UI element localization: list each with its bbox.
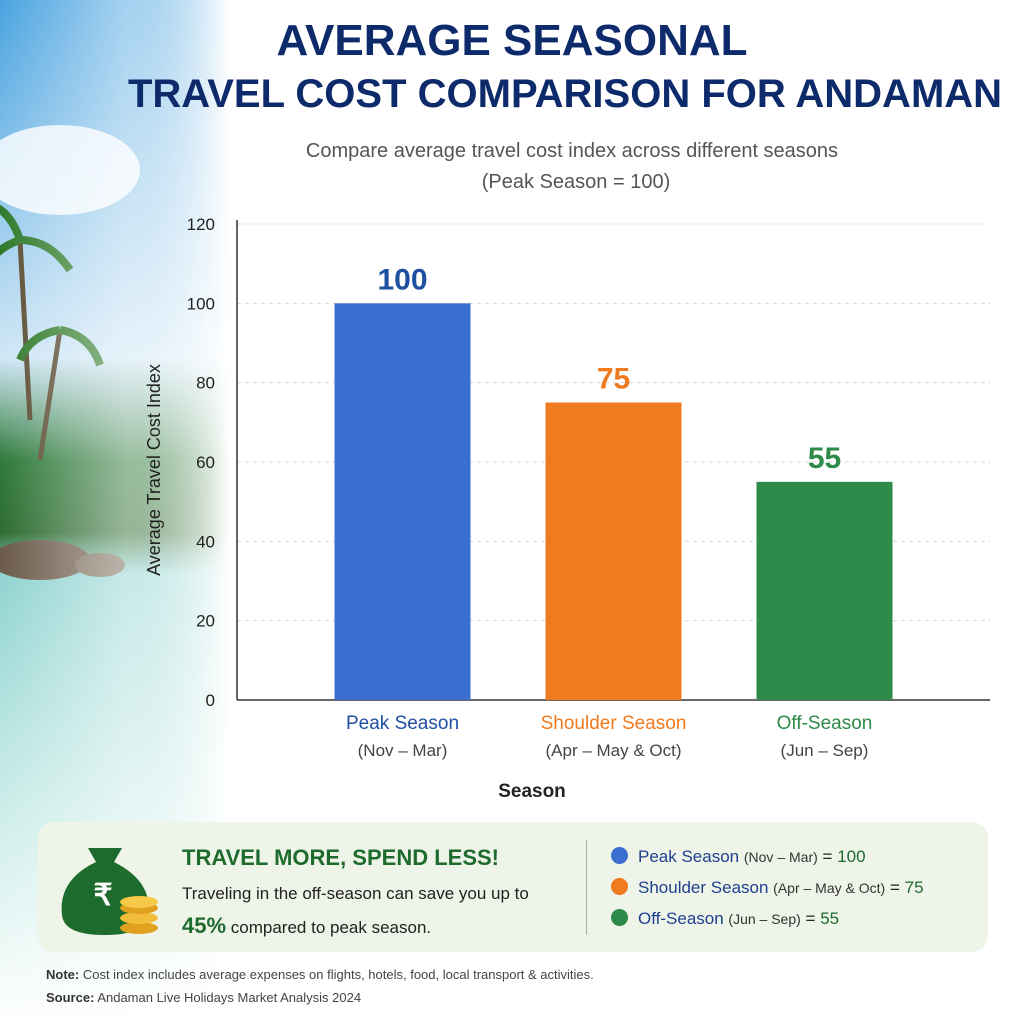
x-tick-label: Off-Season — [777, 713, 873, 734]
subtitle: Compare average travel cost index across… — [306, 140, 838, 162]
callout-line: compared to peak season. — [230, 918, 432, 937]
legend-separator: = — [822, 847, 833, 866]
legend-range: (Apr – May & Oct) — [773, 880, 886, 896]
legend-item: Off-Season (Jun – Sep) = 55 — [611, 909, 839, 929]
legend-item: Shoulder Season (Apr – May & Oct) = 75 — [611, 878, 924, 898]
source: Source: Andaman Live Holidays Market Ana… — [46, 990, 361, 1005]
subtitle: (Peak Season = 100) — [482, 171, 670, 193]
legend-separator: = — [805, 909, 816, 928]
x-tick-label: Shoulder Season — [541, 713, 687, 734]
y-tick-label: 80 — [196, 374, 215, 393]
callout-title: TRAVEL MORE, SPEND LESS! — [182, 845, 500, 870]
divider — [586, 840, 587, 935]
x-tick-sublabel: (Jun – Sep) — [781, 741, 869, 760]
legend-name: Peak Season — [638, 847, 740, 866]
note-text: Cost index includes average expenses on … — [82, 967, 594, 982]
note-label: Note: — [46, 967, 80, 982]
callout-text: Traveling in the off-season can save you… — [182, 878, 582, 944]
y-tick-label: 100 — [187, 294, 215, 313]
x-tick-sublabel: (Nov – Mar) — [358, 741, 448, 760]
callout-line: Traveling in the off-season can save you… — [182, 884, 529, 903]
y-tick-label: 60 — [196, 453, 215, 472]
x-tick-sublabel: (Apr – May & Oct) — [545, 741, 681, 760]
legend-swatch — [611, 878, 628, 895]
value-label: 100 — [377, 263, 427, 296]
legend-value: 55 — [820, 909, 840, 928]
y-tick-label: 120 — [187, 215, 215, 234]
y-tick-label: 20 — [196, 612, 215, 631]
x-axis-title: Season — [498, 781, 566, 802]
y-axis-title: Average Travel Cost Index — [144, 364, 164, 576]
bar — [756, 481, 893, 700]
y-tick-label: 40 — [196, 532, 215, 551]
legend-separator: = — [889, 878, 900, 897]
title: AVERAGE SEASONAL — [276, 16, 747, 65]
title: TRAVEL COST COMPARISON FOR ANDAMAN — [128, 72, 1002, 116]
legend-swatch — [611, 847, 628, 864]
legend-name: Shoulder Season — [638, 878, 769, 897]
bar — [545, 402, 682, 700]
legend-range: (Nov – Mar) — [743, 849, 818, 865]
legend-item: Peak Season (Nov – Mar) = 100 — [611, 847, 866, 867]
legend-swatch — [611, 909, 628, 926]
legend-value: 100 — [837, 847, 866, 866]
bar — [334, 303, 471, 700]
callout-box — [38, 822, 988, 952]
source-text: Andaman Live Holidays Market Analysis 20… — [97, 990, 362, 1005]
legend-range: (Jun – Sep) — [728, 911, 801, 927]
legend-value: 75 — [904, 878, 924, 897]
source-label: Source: — [46, 990, 95, 1005]
callout-highlight: 45% — [182, 913, 227, 938]
note: Note: Cost index includes average expens… — [46, 967, 594, 982]
legend-name: Off-Season — [638, 909, 724, 928]
y-tick-label: 0 — [206, 691, 215, 710]
value-label: 55 — [808, 442, 841, 475]
value-label: 75 — [597, 363, 630, 396]
x-tick-label: Peak Season — [346, 713, 459, 734]
